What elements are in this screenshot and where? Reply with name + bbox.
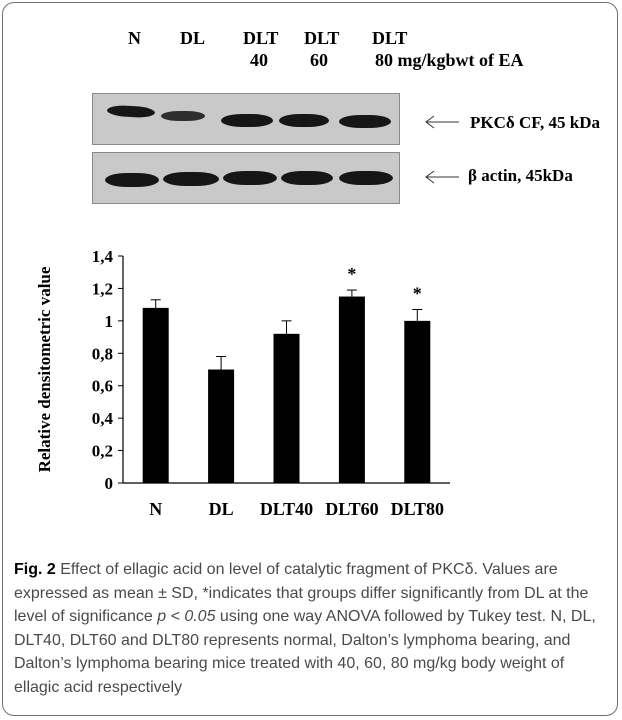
caption-text-part-2: using one way ANOVA followed by Tukey te… — [14, 608, 596, 696]
x-category-label: DLT40 — [260, 499, 313, 519]
significance-marker-dlt60: * — [347, 264, 356, 284]
lane-label-dlt80-dose: 80 mg/kgbwt of EA — [375, 50, 524, 70]
beta-actin-blot — [92, 152, 400, 204]
y-tick-label: 0 — [105, 474, 114, 493]
x-category-label: DLT60 — [325, 499, 378, 519]
figure-caption: Fig. 2 Effect of ellagic acid on level o… — [14, 558, 606, 699]
y-tick-label: 1,4 — [92, 247, 114, 266]
actin-arrow-icon — [425, 170, 459, 184]
y-tick-label: 0,2 — [92, 442, 113, 461]
lane-label-dlt60-dose: 60 — [310, 50, 328, 70]
y-tick-label: 0,6 — [92, 377, 113, 396]
pkc-blot-label: PKCδ CF, 45 kDa — [470, 113, 601, 132]
pkc-delta-blot — [92, 93, 400, 145]
bar-dl — [208, 369, 235, 483]
actin-blot-label: β actin, 45kDa — [468, 166, 573, 185]
actin-band-dlt80 — [339, 171, 393, 185]
bar-dlt40 — [273, 333, 300, 483]
actin-band-dlt40 — [223, 171, 277, 185]
x-category-label: DLT80 — [391, 499, 444, 519]
pkc-band-dl — [161, 111, 205, 121]
actin-band-dl — [163, 172, 219, 186]
caption-text-part-1: Effect of ellagic acid on level of catal… — [14, 561, 589, 625]
bar-dlt80 — [404, 320, 431, 483]
caption-p-value: p < 0.05 — [157, 608, 216, 625]
x-category-label: N — [149, 499, 162, 519]
lane-label-dlt60: DLT — [304, 28, 340, 48]
bar-n — [142, 307, 169, 483]
y-tick-label: 1 — [105, 312, 114, 331]
pkc-band-dlt40 — [221, 114, 273, 127]
lane-label-n: N — [128, 28, 141, 48]
y-tick-label: 1,2 — [92, 279, 113, 298]
pkc-band-dlt80 — [339, 115, 391, 128]
y-tick-label: 0,4 — [92, 409, 114, 428]
lane-label-dlt40: DLT — [243, 28, 279, 48]
actin-band-n — [105, 173, 159, 187]
bar-dlt60 — [338, 296, 365, 483]
significance-marker-dlt80: * — [413, 284, 422, 304]
lane-label-dlt40-dose: 40 — [250, 50, 268, 70]
y-axis-title: Relative densitometric value — [35, 266, 54, 472]
x-category-label: DL — [209, 499, 234, 519]
densitometry-bar-chart: 0 0,2 0,4 0,6 0,8 1 1,2 1,4 Relative densitometr… — [35, 247, 450, 519]
y-tick-label: 0,8 — [92, 344, 113, 363]
caption-figure-number: Fig. 2 — [14, 561, 56, 578]
actin-band-dlt60 — [281, 171, 333, 185]
lane-label-dlt80: DLT — [372, 28, 408, 48]
pkc-band-dlt60 — [279, 114, 329, 127]
pkc-arrow-icon — [425, 115, 459, 129]
lane-label-dl: DL — [180, 28, 206, 48]
pkc-band-n — [106, 104, 156, 119]
